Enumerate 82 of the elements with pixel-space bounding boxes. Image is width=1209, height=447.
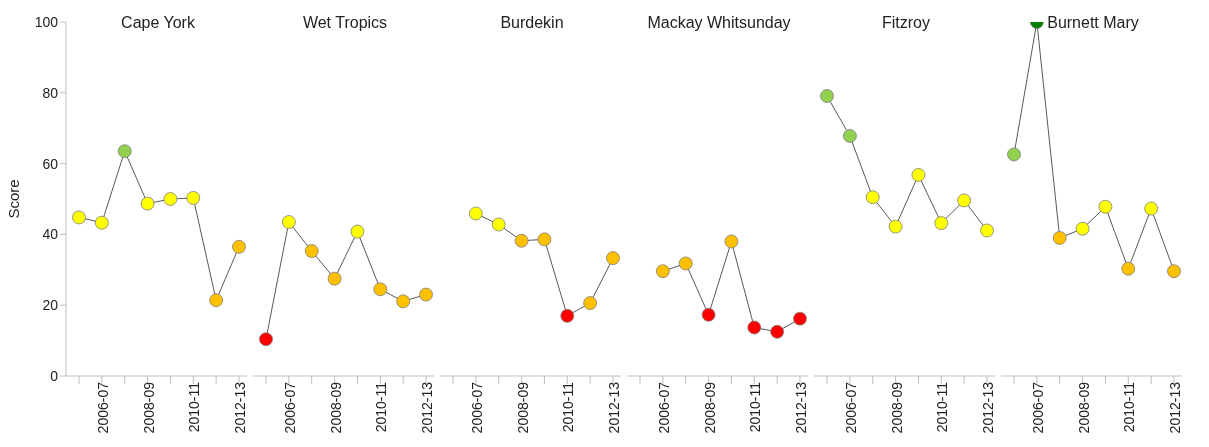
point <box>1121 261 1136 276</box>
y-tick-label: 20 <box>42 297 59 314</box>
point <box>1144 201 1159 216</box>
point <box>865 190 880 205</box>
chart-title: Cape York <box>120 14 196 32</box>
point <box>770 324 785 339</box>
point <box>980 223 994 238</box>
point <box>419 287 433 302</box>
point <box>281 215 296 229</box>
point <box>747 320 762 335</box>
x-tick-label: 2006-07 <box>842 381 859 434</box>
x-tick-label: 2008-09 <box>1075 381 1092 434</box>
point <box>304 244 319 258</box>
x-tick-label: 2012-13 <box>232 381 248 434</box>
point <box>701 307 716 322</box>
point <box>491 217 506 232</box>
point <box>606 251 620 266</box>
x-tick-label: 2010-11 <box>1121 381 1138 433</box>
x-tick-label: 2008-09 <box>888 381 905 434</box>
x-tick-label: 2012-13 <box>1167 381 1183 434</box>
x-tick-label: 2010-11 <box>186 381 203 433</box>
point <box>72 210 86 225</box>
y-tick-label: 0 <box>50 367 59 384</box>
chart-title: Burdekin <box>499 14 565 32</box>
point <box>259 332 273 347</box>
chart-title: Fitzroy <box>881 14 931 32</box>
point <box>842 129 857 143</box>
point <box>583 296 598 310</box>
point <box>560 308 575 323</box>
y-tick-label: 60 <box>42 155 59 172</box>
chart-title: Wet Tropics <box>301 14 389 32</box>
x-tick-label: 2006-07 <box>94 381 111 434</box>
point <box>655 264 670 279</box>
x-tick-label: 2010-11 <box>747 381 764 433</box>
y-tick-label: 100 <box>34 13 59 30</box>
point <box>537 232 552 247</box>
point <box>793 311 807 326</box>
x-tick-label: 2012-13 <box>606 381 622 434</box>
x-tick-label: 2010-11 <box>373 381 390 433</box>
point <box>678 256 693 271</box>
x-tick-label: 2008-09 <box>140 381 157 434</box>
x-tick-label: 2008-09 <box>327 381 344 434</box>
y-tick-label: 80 <box>42 84 59 101</box>
x-tick-label: 2006-07 <box>468 381 485 434</box>
point <box>373 282 388 297</box>
x-tick-label: 2008-09 <box>701 381 718 434</box>
point <box>888 219 903 234</box>
x-tick-label: 2008-09 <box>514 381 531 434</box>
point <box>186 191 201 205</box>
point <box>468 206 483 221</box>
point <box>327 271 342 286</box>
point <box>934 216 949 230</box>
point <box>1098 199 1113 214</box>
point <box>1052 231 1067 245</box>
x-tick-label: 2010-11 <box>934 381 951 433</box>
point <box>232 239 246 254</box>
point <box>957 193 972 208</box>
y-axis-title: Score <box>5 179 23 219</box>
point <box>209 293 224 308</box>
point <box>1167 264 1181 279</box>
y-tick-label: 40 <box>42 226 59 243</box>
x-tick-label: 2006-07 <box>655 381 672 434</box>
point <box>396 294 411 309</box>
x-tick-label: 2010-11 <box>560 381 577 433</box>
chart-title: Mackay Whitsunday <box>646 14 792 32</box>
x-tick-label: 2006-07 <box>281 381 298 434</box>
point <box>163 192 178 206</box>
x-tick-label: 2006-07 <box>1029 381 1046 434</box>
point <box>820 89 834 103</box>
x-tick-label: 2012-13 <box>793 381 809 434</box>
point <box>1007 147 1021 162</box>
x-tick-label: 2012-13 <box>980 381 996 434</box>
point <box>117 144 132 159</box>
point <box>911 168 926 182</box>
point <box>514 233 529 248</box>
point <box>140 196 155 211</box>
point <box>724 234 739 249</box>
point <box>1075 221 1090 236</box>
point <box>94 215 109 230</box>
chart-title: Burnett Mary <box>1046 14 1140 32</box>
point <box>350 224 365 239</box>
x-tick-label: 2012-13 <box>419 381 435 434</box>
